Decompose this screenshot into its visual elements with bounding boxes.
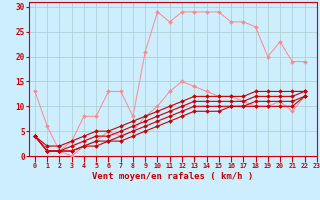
X-axis label: Vent moyen/en rafales ( km/h ): Vent moyen/en rafales ( km/h ): [92, 172, 253, 181]
